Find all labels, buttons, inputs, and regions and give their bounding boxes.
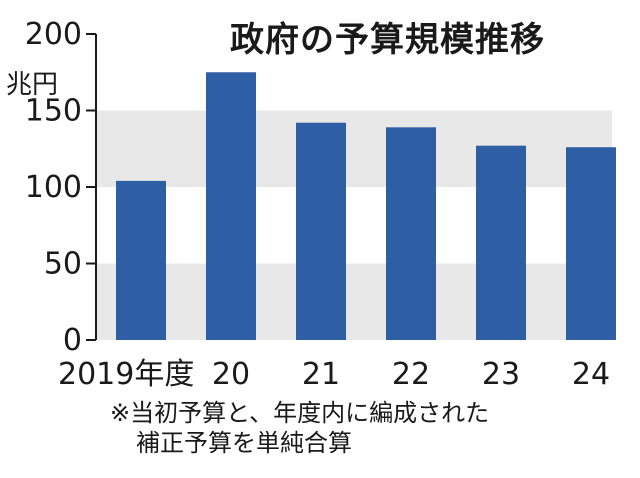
x-label-5: 24 bbox=[572, 357, 610, 392]
y-unit-label: 兆円 bbox=[6, 70, 59, 100]
bar-0 bbox=[116, 180, 166, 340]
x-label-1: 20 bbox=[212, 357, 250, 392]
y-tick-label-0: 0 bbox=[63, 323, 82, 358]
chart-title: 政府の予算規模推移 bbox=[230, 20, 545, 60]
x-label-2: 21 bbox=[302, 357, 340, 392]
footnote-line-1: ※当初予算と、年度内に編成された bbox=[110, 399, 490, 427]
bar-2 bbox=[296, 122, 346, 341]
x-label-4: 23 bbox=[482, 357, 520, 392]
bar-4 bbox=[476, 145, 526, 340]
grid-band-0 bbox=[96, 263, 612, 340]
x-label-3: 22 bbox=[392, 357, 430, 392]
y-tick-label-1: 50 bbox=[44, 247, 82, 282]
footnote: ※当初予算と、年度内に編成された 補正予算を単純合算 bbox=[110, 398, 489, 458]
y-tick-label-4: 200 bbox=[25, 17, 82, 52]
bar-1 bbox=[206, 72, 256, 340]
y-tick-label-2: 100 bbox=[25, 170, 82, 205]
x-label-0: 2019年度 bbox=[58, 357, 194, 392]
bar-3 bbox=[386, 127, 436, 340]
y-tick-label-3: 150 bbox=[25, 94, 82, 129]
footnote-line-2: 補正予算を単純合算 bbox=[136, 429, 352, 457]
grid-band-1 bbox=[96, 110, 612, 187]
bar-5 bbox=[566, 147, 616, 340]
